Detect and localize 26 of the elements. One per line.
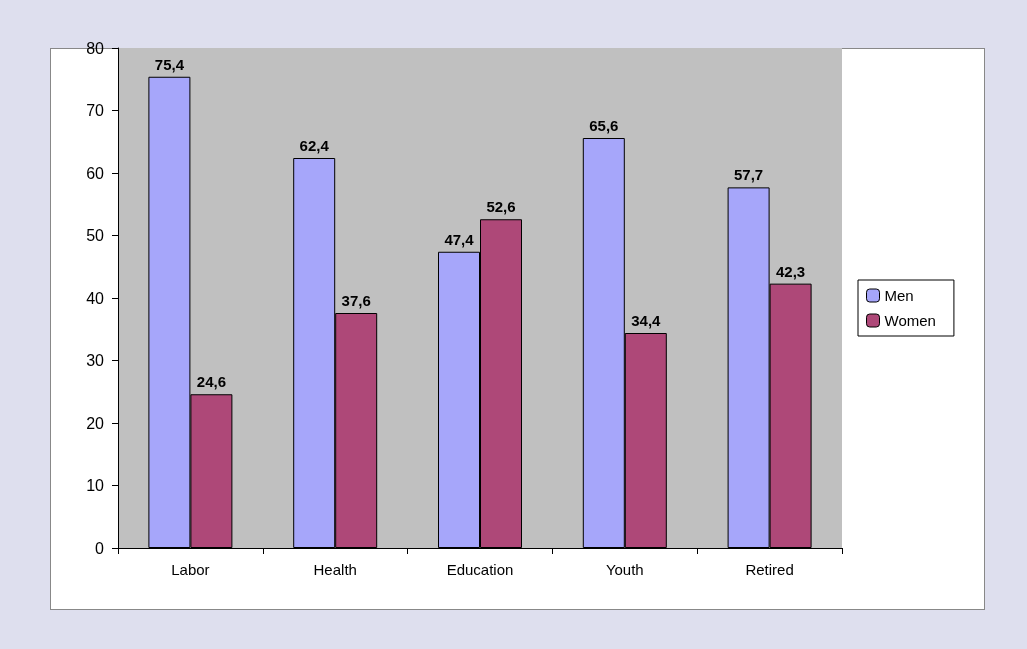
legend-label: Women (884, 312, 936, 329)
x-tick-label: Education (446, 561, 514, 578)
data-label: 57,7 (734, 166, 764, 184)
data-label: 62,4 (299, 137, 330, 154)
y-tick-label: 40 (86, 289, 105, 307)
x-tick-label: Labor (171, 561, 210, 578)
x-tick-label: Youth (605, 561, 644, 578)
x-tick-label: Health (313, 561, 357, 578)
data-label: 47,4 (444, 230, 475, 248)
y-tick-label: 30 (86, 352, 105, 369)
data-label: 75,4 (154, 55, 185, 73)
y-tick-label: 50 (86, 227, 105, 244)
data-label: 24,6 (196, 373, 226, 391)
y-tick-label: 60 (86, 164, 105, 182)
legend-label: Men (884, 287, 914, 304)
data-label: 52,6 (486, 198, 516, 216)
data-label: 65,6 (589, 117, 619, 134)
data-label: 37,6 (341, 292, 371, 309)
x-tick-label: Retired (745, 561, 794, 578)
y-tick-label: 20 (86, 414, 105, 432)
data-label: 34,4 (631, 312, 662, 329)
data-label: 42,3 (776, 262, 806, 280)
y-tick-label: 0 (95, 539, 105, 557)
y-tick-label: 70 (86, 102, 105, 119)
y-tick-label: 10 (86, 477, 105, 494)
y-tick-label: 80 (86, 39, 105, 57)
